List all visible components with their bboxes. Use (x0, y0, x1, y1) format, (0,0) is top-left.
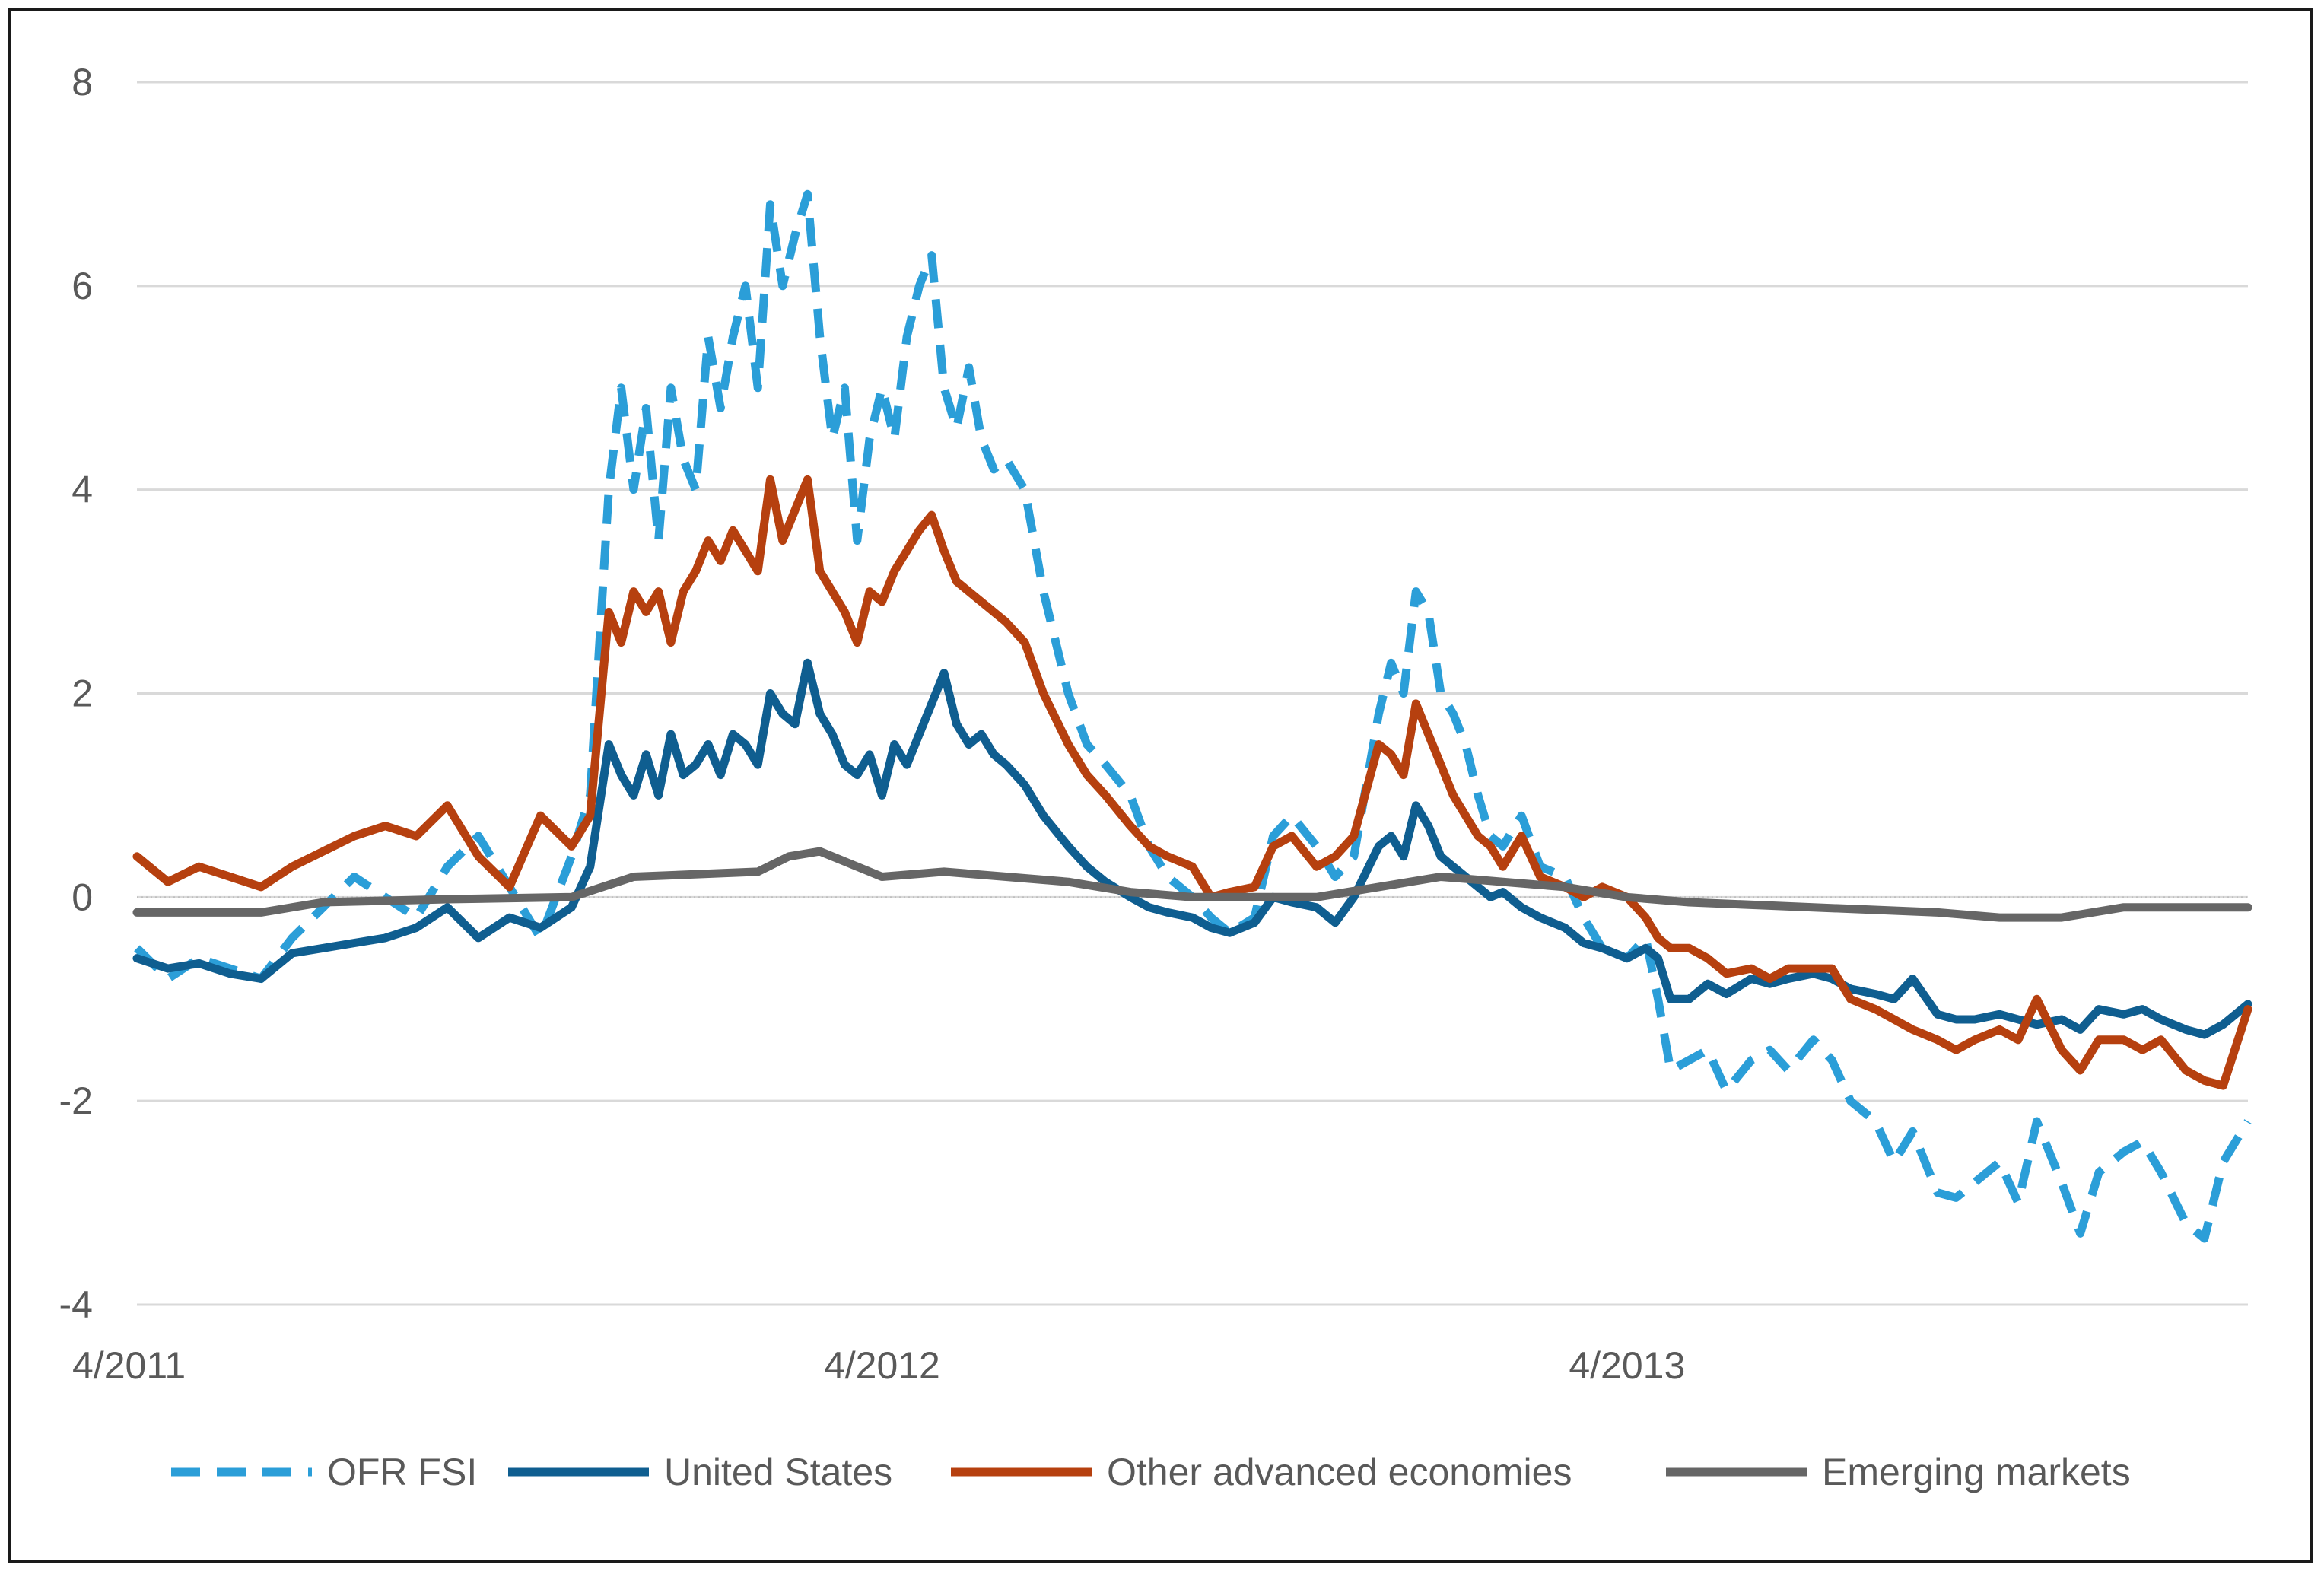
series-line-ofr-fsi (134, 189, 2252, 1243)
legend-label: OFR FSI (327, 1451, 477, 1493)
legend-label: Other advanced economies (1107, 1451, 1572, 1493)
legend-label: Emerging markets (1822, 1451, 2131, 1493)
y-tick-label: 2 (72, 673, 93, 715)
series-line-united-states (132, 658, 2252, 1039)
series-line-emerging-markets (132, 847, 2252, 922)
y-tick-label: 8 (72, 61, 93, 103)
legend-label: United States (664, 1451, 892, 1493)
y-axis-ticks: -4 -2 0 2 4 6 8 (59, 61, 93, 1326)
y-tick-label: 0 (72, 876, 93, 918)
gridlines (137, 81, 2248, 1306)
y-tick-label: 4 (72, 469, 93, 511)
x-axis-ticks: 4/2011 4/2012 4/2013 (72, 1344, 1685, 1387)
legend: OFR FSI United States Other advanced econo… (171, 1451, 2131, 1493)
x-tick-label: 4/2012 (824, 1344, 940, 1387)
x-tick-label: 4/2013 (1569, 1344, 1685, 1387)
y-tick-label: 6 (72, 265, 93, 307)
series-lines (132, 189, 2252, 1243)
x-tick-label: 4/2011 (72, 1344, 186, 1387)
chart-frame (8, 8, 2313, 1563)
y-tick-label: -2 (59, 1080, 93, 1122)
series-line-other-advanced-economies (132, 475, 2252, 1090)
y-tick-label: -4 (59, 1283, 93, 1326)
